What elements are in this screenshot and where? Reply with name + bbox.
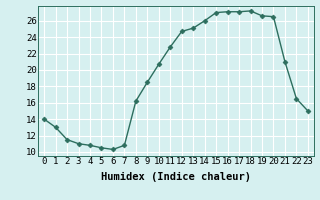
X-axis label: Humidex (Indice chaleur): Humidex (Indice chaleur) <box>101 172 251 182</box>
